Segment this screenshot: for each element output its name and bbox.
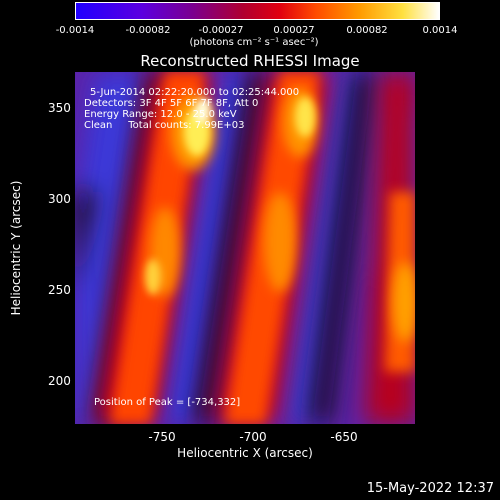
observation-info: 5-Jun-2014 02:22:20.000 to 02:25:44.000 D… [84, 87, 299, 131]
colorbar-tick: -0.00027 [198, 25, 244, 36]
colorbar-tick: 0.0014 [422, 25, 458, 36]
colorbar-tick: -0.0014 [55, 25, 95, 36]
x-tick: -750 [148, 430, 176, 444]
x-tick: -700 [239, 430, 267, 444]
x-tick: -650 [330, 430, 358, 444]
y-tick: 350 [48, 101, 71, 115]
plot-title: Reconstructed RHESSI Image [140, 52, 360, 70]
y-tick: 300 [48, 192, 71, 206]
colorbar [75, 2, 440, 20]
colorbar-tick: 0.00027 [273, 25, 315, 36]
colorbar-units: (photons cm⁻² s⁻¹ asec⁻²) [189, 37, 319, 48]
timestamp: 15-May-2022 12:37 [366, 481, 494, 496]
info-line: Clean Total counts: 7.99E+03 [84, 120, 245, 131]
colorbar-tick: -0.00082 [125, 25, 171, 36]
peak-position: Position of Peak = [-734,332] [94, 397, 241, 408]
info-line: 5-Jun-2014 02:22:20.000 to 02:25:44.000 [90, 87, 300, 98]
y-tick: 250 [48, 283, 71, 297]
rhessi-image [75, 72, 415, 424]
colorbar-tick: 0.00082 [346, 25, 388, 36]
x-axis-label: Heliocentric X (arcsec) [177, 446, 313, 460]
info-line: Energy Range: 12.0 - 25.0 keV [84, 109, 237, 120]
info-line: Detectors: 3F 4F 5F 6F 7F 8F, Att 0 [84, 98, 259, 109]
y-tick: 200 [48, 374, 71, 388]
y-axis-label: Heliocentric Y (arcsec) [9, 180, 23, 316]
